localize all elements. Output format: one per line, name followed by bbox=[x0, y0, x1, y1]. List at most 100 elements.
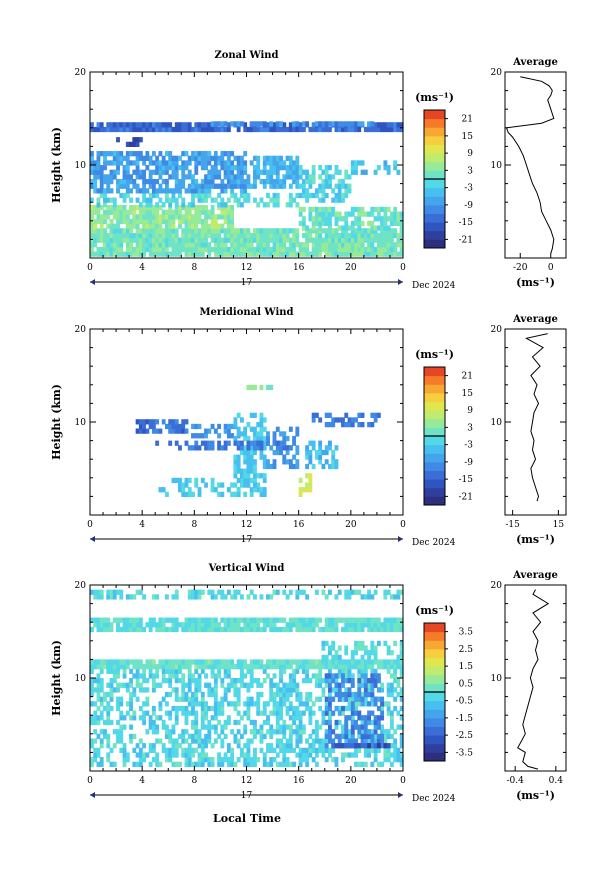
heatmap-cell bbox=[396, 659, 401, 665]
heatmap-cell bbox=[354, 747, 358, 753]
heatmap-cell bbox=[184, 218, 189, 225]
heatmap-cell bbox=[109, 242, 114, 248]
heatmap-cell bbox=[253, 183, 257, 189]
heatmap-cell bbox=[155, 204, 160, 211]
heatmap-cell bbox=[204, 752, 208, 758]
heatmap-cell bbox=[200, 232, 205, 239]
heatmap-cell bbox=[119, 237, 124, 243]
heatmap-cell bbox=[295, 174, 300, 180]
heatmap-cell bbox=[93, 659, 98, 665]
heatmap-cell bbox=[295, 743, 300, 749]
heatmap-cell bbox=[239, 160, 244, 166]
heatmap-cell bbox=[396, 169, 401, 175]
x-tick-label: 16 bbox=[293, 263, 305, 273]
heatmap-cell bbox=[288, 165, 293, 171]
date-bar-end-arrow bbox=[398, 279, 403, 285]
heatmap-cell bbox=[360, 640, 365, 647]
heatmap-cell bbox=[109, 594, 114, 600]
heatmap-cell bbox=[164, 626, 169, 633]
heatmap-cell bbox=[367, 422, 371, 428]
heatmap-cell bbox=[305, 626, 310, 633]
heatmap-cell bbox=[93, 757, 98, 763]
heatmap-cell bbox=[389, 673, 394, 679]
heatmap-cell bbox=[389, 682, 394, 688]
heatmap-cell bbox=[138, 209, 143, 215]
heatmap-cell bbox=[223, 214, 228, 220]
heatmap-cell bbox=[90, 242, 94, 248]
colorbar-tick-label: 3.5 bbox=[459, 628, 474, 638]
heatmap-cell bbox=[239, 626, 244, 633]
heatmap-cell bbox=[194, 710, 199, 716]
heatmap-cell bbox=[197, 622, 202, 628]
heatmap-cell bbox=[194, 664, 199, 670]
heatmap-cell bbox=[308, 747, 313, 753]
heatmap-cell bbox=[373, 228, 378, 234]
heatmap-cell bbox=[282, 174, 287, 180]
heatmap-cell bbox=[272, 228, 277, 234]
heatmap-cell bbox=[168, 673, 173, 679]
heatmap-cell bbox=[324, 747, 329, 753]
heatmap-cell bbox=[321, 691, 326, 698]
heatmap-cell bbox=[259, 384, 264, 391]
heatmap-cell bbox=[383, 237, 388, 243]
heatmap-cell bbox=[328, 178, 332, 185]
heatmap-cell bbox=[171, 423, 176, 430]
heatmap-cell bbox=[334, 678, 339, 684]
heatmap-cell bbox=[148, 232, 153, 239]
heatmap-cell bbox=[285, 761, 290, 767]
heatmap-cell bbox=[220, 757, 225, 763]
average-frame bbox=[504, 584, 567, 772]
heatmap-cell bbox=[217, 160, 222, 166]
colorbar-segment bbox=[424, 187, 445, 197]
heatmap-cell bbox=[129, 126, 133, 133]
heatmap-cell bbox=[331, 659, 336, 665]
heatmap-cell bbox=[125, 617, 130, 623]
heatmap-cell bbox=[269, 743, 274, 749]
heatmap-cell bbox=[223, 719, 228, 726]
heatmap-cell bbox=[305, 691, 310, 698]
heatmap-cell bbox=[233, 678, 238, 684]
heatmap-cell bbox=[354, 251, 358, 257]
heatmap-cell bbox=[194, 733, 199, 740]
heatmap-cell bbox=[331, 738, 336, 744]
heatmap-cell bbox=[239, 237, 244, 243]
heatmap-cell bbox=[357, 251, 362, 257]
heatmap-cell bbox=[243, 724, 248, 730]
heatmap-cell bbox=[373, 747, 378, 753]
heatmap-cell bbox=[373, 673, 378, 679]
heatmap-cell bbox=[161, 419, 166, 425]
heatmap-cell bbox=[328, 228, 332, 234]
heatmap-cell bbox=[331, 454, 336, 460]
heatmap-cell bbox=[174, 178, 179, 185]
heatmap-cell bbox=[301, 178, 306, 185]
colorbar-tick-label: -3 bbox=[464, 184, 473, 194]
heatmap-cell bbox=[217, 223, 222, 229]
heatmap-cell bbox=[207, 228, 212, 234]
heatmap-cell bbox=[308, 454, 313, 460]
heatmap-cell bbox=[295, 687, 300, 693]
heatmap-cell bbox=[210, 724, 215, 730]
heatmap-cell bbox=[376, 626, 381, 633]
heatmap-cell bbox=[275, 251, 280, 257]
heatmap-cell bbox=[155, 209, 160, 215]
heatmap-cell bbox=[204, 232, 208, 239]
heatmap-cell bbox=[266, 664, 270, 670]
heatmap-cell bbox=[380, 242, 385, 248]
heatmap-cell bbox=[288, 169, 293, 175]
heatmap-cell bbox=[129, 668, 133, 674]
heatmap-cell bbox=[109, 626, 114, 633]
heatmap-cell bbox=[112, 223, 117, 229]
heatmap-cell bbox=[145, 188, 150, 194]
heatmap-cell bbox=[158, 237, 163, 243]
heatmap-cell bbox=[324, 640, 329, 647]
heatmap-cell bbox=[204, 178, 208, 185]
heatmap-cell bbox=[292, 242, 297, 248]
heatmap-cell bbox=[148, 617, 153, 623]
heatmap-cell bbox=[220, 626, 225, 633]
heatmap-cell bbox=[396, 617, 401, 623]
heatmap-cell bbox=[122, 169, 127, 175]
heatmap-cell bbox=[171, 687, 176, 693]
heatmap-cell bbox=[324, 192, 329, 199]
heatmap-cell bbox=[226, 682, 231, 688]
heatmap-cell bbox=[148, 673, 153, 679]
